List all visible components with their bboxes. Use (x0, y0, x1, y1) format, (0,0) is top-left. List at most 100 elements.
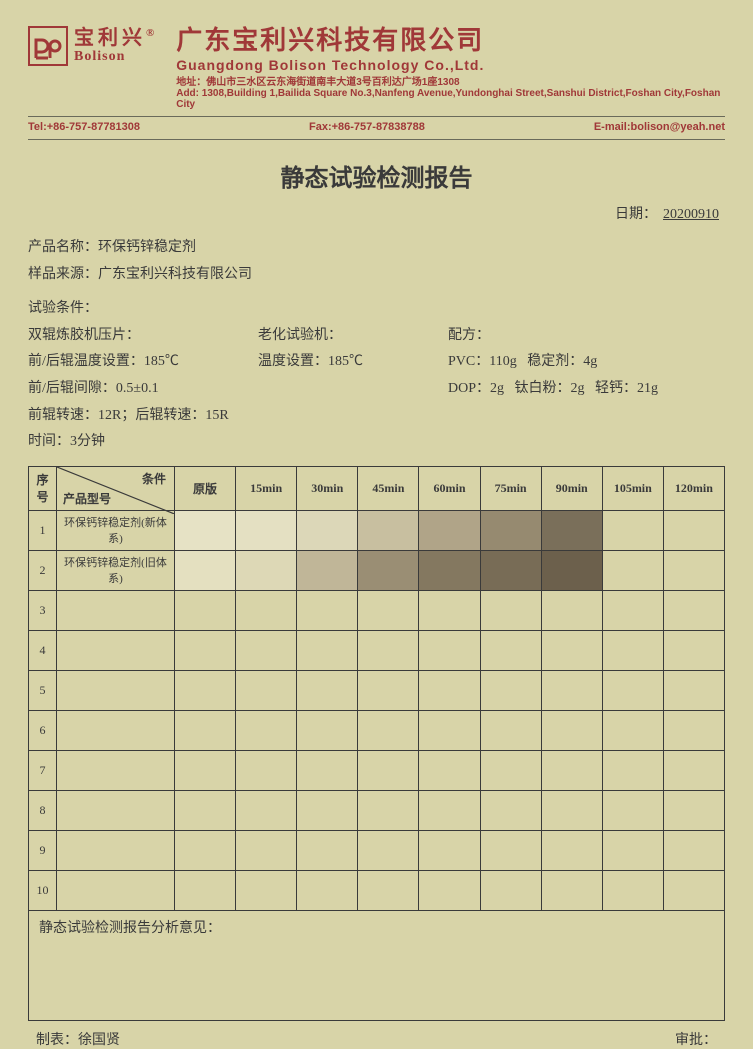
meta-columns: 试验条件： 双辊炼胶机压片： 前/后辊温度设置：185℃ 前/后辊间隙：0.5±… (28, 296, 725, 456)
sample-cell (236, 550, 297, 590)
row-index: 2 (29, 550, 57, 590)
row-name (57, 630, 175, 670)
report-title: 静态试验检测报告 (28, 158, 725, 193)
ti: 钛白粉：2g (515, 381, 585, 396)
row-index: 5 (29, 670, 57, 710)
sample-cell (541, 870, 602, 910)
letterhead: 宝利兴® Bolison 广东宝利兴科技有限公司 Guangdong Bolis… (28, 20, 725, 117)
source-label: 样品来源： (28, 267, 98, 282)
row-index: 1 (29, 510, 57, 550)
email: E-mail:bolison@yeah.net (594, 121, 725, 133)
color-sample (542, 551, 602, 590)
sample-cell (480, 630, 541, 670)
roll-label: 双辊炼胶机压片： (28, 323, 258, 350)
sample-cell (297, 550, 358, 590)
sample-cell (602, 590, 663, 630)
sample-cell (419, 630, 480, 670)
color-sample (542, 511, 602, 550)
sample-cell (602, 710, 663, 750)
row-name (57, 710, 175, 750)
cond-label: 试验条件： (28, 296, 258, 323)
sample-cell (663, 630, 724, 670)
row-index: 8 (29, 790, 57, 830)
sample-cell (358, 670, 419, 710)
table-row: 9 (29, 830, 725, 870)
diag-top: 条件 (142, 470, 166, 487)
sample-cell (480, 750, 541, 790)
test-table: 序号 条件 产品型号 原版15min30min45min60min75min90… (28, 466, 725, 1021)
temp-label: 前/后辊温度设置： (28, 354, 144, 369)
table-row: 2环保钙锌稳定剂(旧体系) (29, 550, 725, 590)
aging-temp-value: 185℃ (328, 354, 363, 369)
row-index: 9 (29, 830, 57, 870)
sample-cell (297, 830, 358, 870)
sample-cell (236, 710, 297, 750)
sample-cell (480, 550, 541, 590)
company-name-en: Guangdong Bolison Technology Co.,Ltd. (176, 57, 725, 73)
sample-cell (358, 750, 419, 790)
sample-cell (480, 870, 541, 910)
logo-block: 宝利兴® Bolison (28, 26, 158, 66)
sample-cell (541, 590, 602, 630)
sample-cell (541, 510, 602, 550)
sample-cell (419, 550, 480, 590)
color-sample (297, 511, 357, 550)
analysis-cell: 静态试验检测报告分析意见： (29, 910, 725, 1020)
sample-cell (663, 790, 724, 830)
sample-cell (297, 630, 358, 670)
logo-en: Bolison (74, 49, 158, 64)
color-sample (175, 551, 235, 590)
reg-mark: ® (146, 27, 158, 39)
sample-cell (419, 510, 480, 550)
sample-cell (541, 670, 602, 710)
sample-cell (541, 750, 602, 790)
meta-block-1: 产品名称：环保钙锌稳定剂 样品来源：广东宝利兴科技有限公司 (28, 235, 725, 288)
gap-value: 0.5±0.1 (116, 381, 159, 396)
sample-cell (175, 790, 236, 830)
sample-cell (236, 510, 297, 550)
source-value: 广东宝利兴科技有限公司 (98, 267, 252, 282)
sample-cell (358, 790, 419, 830)
aging-label: 老化试验机： (258, 323, 448, 350)
dop: DOP：2g (448, 381, 504, 396)
sample-cell (297, 510, 358, 550)
sample-cell (358, 630, 419, 670)
color-sample (175, 511, 235, 550)
sample-cell (480, 710, 541, 750)
sample-cell (663, 830, 724, 870)
table-row: 10 (29, 870, 725, 910)
speed-label: 前辊转速：12R；后辊转速：15R (28, 403, 258, 430)
sample-cell (480, 830, 541, 870)
sample-cell (602, 630, 663, 670)
sample-cell (419, 670, 480, 710)
row-name (57, 830, 175, 870)
sample-cell (602, 830, 663, 870)
sample-cell (480, 670, 541, 710)
color-sample (481, 551, 541, 590)
sample-cell (602, 510, 663, 550)
sample-cell (602, 670, 663, 710)
row-name (57, 590, 175, 630)
sample-cell (663, 510, 724, 550)
sample-cell (175, 670, 236, 710)
color-sample (236, 511, 296, 550)
color-sample (481, 511, 541, 550)
sample-cell (419, 790, 480, 830)
row-name (57, 670, 175, 710)
date-value: 20200910 (657, 207, 725, 222)
idx-header: 序号 (29, 466, 57, 510)
temp-value: 185℃ (144, 354, 179, 369)
sample-cell (236, 830, 297, 870)
sample-cell (480, 590, 541, 630)
row-index: 7 (29, 750, 57, 790)
time-header: 30min (297, 466, 358, 510)
sample-cell (663, 870, 724, 910)
sample-cell (541, 790, 602, 830)
table-row: 1环保钙锌稳定剂(新体系) (29, 510, 725, 550)
sample-cell (175, 550, 236, 590)
pvc: PVC：110g (448, 354, 517, 369)
sample-cell (541, 710, 602, 750)
sample-cell (541, 630, 602, 670)
sample-cell (419, 870, 480, 910)
sample-cell (358, 590, 419, 630)
